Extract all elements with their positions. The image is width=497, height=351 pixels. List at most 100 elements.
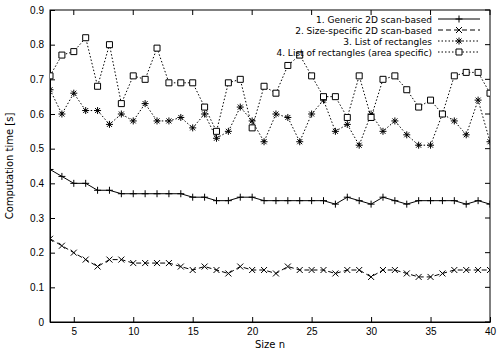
series-marker	[261, 138, 268, 145]
series-marker	[403, 131, 410, 138]
y-tick-label: 0.1	[30, 282, 44, 293]
x-axis-title: Size n	[255, 339, 285, 350]
series-marker	[130, 190, 137, 197]
series-marker	[487, 201, 491, 208]
x-tick: 25	[307, 317, 319, 337]
series-marker	[391, 117, 398, 124]
series-marker	[321, 267, 327, 273]
y-tick-label: 0.8	[30, 39, 44, 50]
series-marker	[344, 121, 351, 128]
series-marker	[82, 180, 89, 187]
y-tick-mark	[50, 149, 55, 150]
x-tick-label: 5	[72, 326, 78, 337]
series-marker	[189, 194, 196, 201]
series-marker	[166, 80, 172, 86]
series-marker	[463, 201, 470, 208]
x-tick-mark-top	[311, 10, 312, 15]
y-tick-mark	[50, 218, 55, 219]
y-tick-mark-right	[485, 183, 490, 184]
series-marker	[118, 190, 125, 197]
series-marker	[118, 257, 124, 263]
series-marker	[284, 197, 291, 204]
series-marker	[70, 180, 77, 187]
series-marker	[95, 264, 101, 270]
series-marker	[225, 270, 231, 276]
y-tick: 0.8	[30, 39, 55, 50]
series-marker	[392, 73, 398, 79]
series-marker	[71, 250, 77, 256]
series-marker	[332, 201, 339, 208]
y-tick-mark	[50, 10, 55, 11]
series-marker	[416, 274, 422, 280]
series-marker	[379, 128, 386, 135]
series-marker	[154, 190, 161, 197]
series-marker	[178, 264, 184, 270]
series-marker	[225, 80, 231, 86]
y-tick-mark-right	[485, 322, 490, 323]
series-marker	[451, 73, 457, 79]
series-line	[50, 169, 490, 204]
x-tick-label: 40	[485, 326, 497, 337]
series-marker	[428, 97, 434, 103]
y-tick-label: 0.2	[30, 247, 44, 258]
x-tick-label: 10	[128, 326, 140, 337]
series-marker	[261, 83, 267, 89]
y-tick: 0.5	[30, 143, 55, 154]
series-marker	[428, 274, 434, 280]
y-tick-mark	[50, 79, 55, 80]
series-marker	[439, 270, 445, 276]
series-marker	[475, 69, 481, 75]
series-marker	[272, 111, 279, 118]
series-marker	[59, 52, 65, 58]
series-marker	[94, 187, 101, 194]
series-marker	[475, 267, 481, 273]
y-tick: 0	[38, 317, 55, 328]
legend-marker	[456, 16, 463, 23]
y-tick-mark-right	[485, 287, 490, 288]
series-marker	[237, 76, 243, 82]
x-axis-line	[51, 322, 491, 323]
series-marker	[332, 94, 338, 100]
series-marker	[356, 142, 363, 149]
series-marker	[225, 197, 232, 204]
series-marker	[130, 117, 137, 124]
y-axis: 00.10.20.30.40.50.60.70.80.9	[30, 5, 55, 328]
y-tick-label: 0.6	[30, 109, 44, 120]
series-marker	[154, 260, 160, 266]
series-marker	[130, 260, 136, 266]
y-tick-mark-right	[485, 10, 490, 11]
series-marker	[202, 104, 208, 110]
y-tick-mark	[50, 287, 55, 288]
x-tick-mark-top	[252, 10, 253, 15]
series-marker	[487, 90, 490, 96]
series-marker	[50, 166, 54, 173]
y-tick-mark-right	[485, 44, 490, 45]
y-tick-label: 0.4	[30, 178, 44, 189]
x-tick-mark-top	[73, 10, 74, 15]
series-marker	[475, 97, 482, 104]
series-marker	[415, 142, 422, 149]
series-marker	[392, 267, 398, 273]
y-tick-mark-right	[485, 218, 490, 219]
series-line	[50, 90, 490, 145]
series-marker	[344, 194, 351, 201]
x-tick-label: 30	[366, 326, 378, 337]
series-marker	[50, 236, 53, 242]
series-marker	[178, 80, 184, 86]
legend-label: 2. Size-specific 2D scan-based	[295, 26, 432, 36]
series-marker	[296, 138, 303, 145]
x-tick: 5	[72, 317, 78, 337]
series-marker	[321, 94, 327, 100]
series-marker	[487, 267, 490, 273]
y-tick: 0.2	[30, 247, 55, 258]
series-marker	[201, 111, 208, 118]
x-tick-mark	[490, 317, 491, 322]
y-tick: 0.1	[30, 282, 55, 293]
series-marker	[58, 111, 65, 118]
series-marker	[320, 197, 327, 204]
series-marker	[404, 87, 410, 93]
series-marker	[380, 76, 386, 82]
series-marker	[82, 107, 89, 114]
x-tick: 30	[366, 317, 378, 337]
series-marker	[130, 73, 136, 79]
